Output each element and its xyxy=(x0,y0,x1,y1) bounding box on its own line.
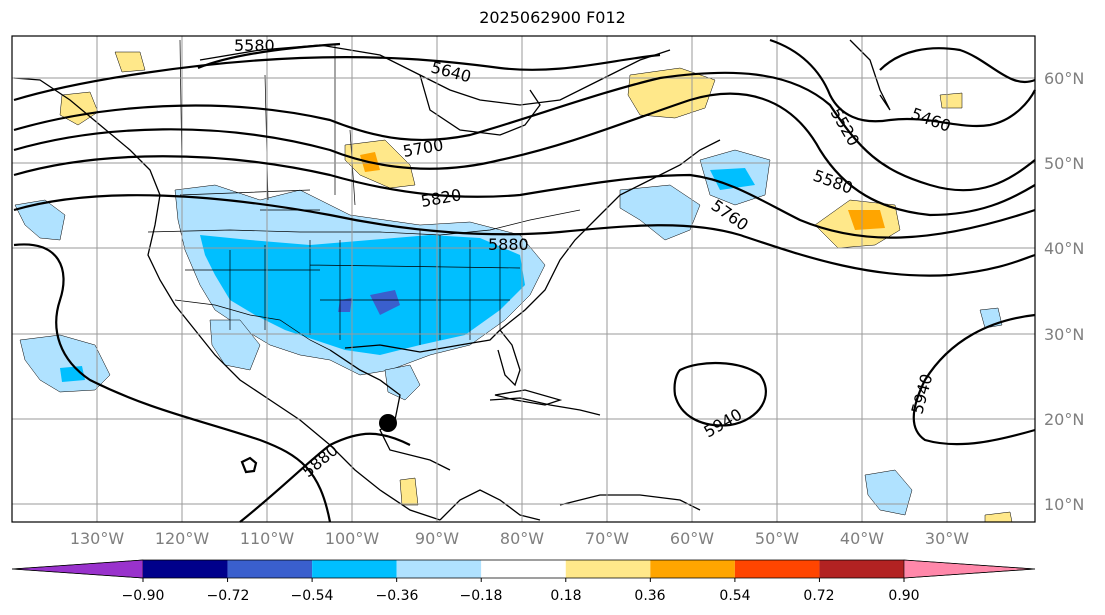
lat-label: 10°N xyxy=(1044,495,1084,514)
colorbar-extend-high xyxy=(903,559,1036,579)
colorbar-swatch xyxy=(819,560,904,578)
neg-anomaly-core-region-2 xyxy=(338,298,352,312)
coastline-hudson-bay xyxy=(419,74,541,136)
map-frame xyxy=(11,35,1036,523)
colorbar-swatch xyxy=(650,560,735,578)
lon-label: 60°W xyxy=(670,529,714,548)
colorbar-tick-labels: −0.90 −0.72 −0.54 −0.36 −0.18 0.18 0.36 … xyxy=(122,588,920,604)
neg-anomaly-light-region-gulf xyxy=(384,364,421,401)
contour-5880 xyxy=(13,194,1036,277)
political-borders xyxy=(147,39,581,351)
colorbar-tick-label: −0.36 xyxy=(376,588,419,604)
border-us-states xyxy=(179,189,521,345)
latitude-labels: 60°N 50°N 40°N 30°N 20°N 10°N xyxy=(1044,69,1084,514)
colorbar-tick-label: −0.18 xyxy=(460,588,503,604)
lat-label: 40°N xyxy=(1044,239,1084,258)
colorbar-tick-label: −0.72 xyxy=(207,588,250,604)
lon-label: 110°W xyxy=(240,529,295,548)
colorbar-swatch xyxy=(143,560,228,578)
contour-label-5880: 5880 xyxy=(488,235,529,254)
coastline-greenland xyxy=(849,39,891,111)
colorbar-extend-low xyxy=(11,559,144,579)
contour-label-5580-n: 5580 xyxy=(234,36,275,55)
neg-anomaly-core-region xyxy=(370,290,400,315)
pos-anomaly-region-mexico-south xyxy=(399,477,419,506)
lon-label: 90°W xyxy=(415,529,459,548)
colorbar-tick-label: −0.90 xyxy=(122,588,165,604)
contour-5760 xyxy=(13,92,1036,217)
colorbar-swatch xyxy=(396,560,482,578)
colorbar-swatch xyxy=(734,560,820,578)
colorbar-swatch xyxy=(565,560,651,578)
lat-label: 50°N xyxy=(1044,154,1084,173)
contour-5880-south xyxy=(13,243,332,523)
weather-map: 5580 5640 5700 5820 5880 5760 5520 5460 … xyxy=(11,35,1084,548)
height-contours xyxy=(13,38,1036,523)
lat-label: 60°N xyxy=(1044,69,1084,88)
map-title: 2025062900 F012 xyxy=(479,8,626,27)
colorbar-swatch xyxy=(481,560,566,578)
colorbar: −0.90 −0.72 −0.54 −0.36 −0.18 0.18 0.36 … xyxy=(11,559,1036,604)
lon-label: 100°W xyxy=(325,529,380,548)
lat-label: 20°N xyxy=(1044,410,1084,429)
lon-label: 30°W xyxy=(925,529,969,548)
lon-label: 130°W xyxy=(70,529,125,548)
contour-5520 xyxy=(769,38,1036,128)
contour-5700 xyxy=(13,71,1036,192)
pos-anomaly-region-north xyxy=(114,51,146,73)
coastlines xyxy=(13,39,891,521)
colorbar-swatch xyxy=(312,560,397,578)
colorbar-tick-label: −0.54 xyxy=(291,588,334,604)
pos-anomaly-core-atlantic xyxy=(848,210,885,230)
coastline-east xyxy=(499,139,721,331)
colorbar-tick-label: 0.18 xyxy=(550,588,581,604)
lon-label: 70°W xyxy=(585,529,629,548)
longitude-labels: 130°W 120°W 110°W 100°W 90°W 80°W 70°W 6… xyxy=(70,529,969,548)
lon-label: 50°W xyxy=(755,529,799,548)
contour-5460 xyxy=(879,47,1036,83)
coastline-central-america xyxy=(439,489,541,521)
colorbar-swatch xyxy=(227,560,313,578)
contour-5880-lower xyxy=(239,432,411,523)
border-us-canada xyxy=(147,209,581,236)
colorbar-tick-label: 0.36 xyxy=(634,588,665,604)
neg-anomaly-mid-region-us xyxy=(200,235,525,355)
lat-label: 30°N xyxy=(1044,325,1084,344)
coastline-cuba xyxy=(494,389,563,406)
neg-anomaly-mid-region-canada-east xyxy=(710,168,755,190)
contour-5820 xyxy=(13,155,1036,239)
neg-anomaly-light-region-west xyxy=(14,199,66,241)
coastline-florida xyxy=(497,329,521,387)
graticule xyxy=(12,36,1035,522)
pos-anomaly-region-greenland xyxy=(939,92,963,109)
coastline-north-america-west xyxy=(13,77,441,521)
lon-label: 120°W xyxy=(155,529,210,548)
colorbar-tick-label: 0.72 xyxy=(803,588,834,604)
small-contour-loop xyxy=(240,456,258,474)
lon-label: 80°W xyxy=(500,529,544,548)
coastline-gulf-north xyxy=(344,329,501,353)
contour-5940-far-east xyxy=(912,313,1036,446)
colorbar-swatches xyxy=(11,559,1036,582)
colorbar-tick-label: 0.54 xyxy=(719,588,750,604)
neg-anomaly-light-region-mexico xyxy=(209,319,261,371)
contour-5940-east xyxy=(673,362,767,427)
contour-5640 xyxy=(13,53,661,102)
storm-center-marker xyxy=(379,414,397,432)
lon-label: 40°W xyxy=(840,529,884,548)
colorbar-tick-label: 0.90 xyxy=(888,588,919,604)
coastline-south-america xyxy=(559,494,701,511)
